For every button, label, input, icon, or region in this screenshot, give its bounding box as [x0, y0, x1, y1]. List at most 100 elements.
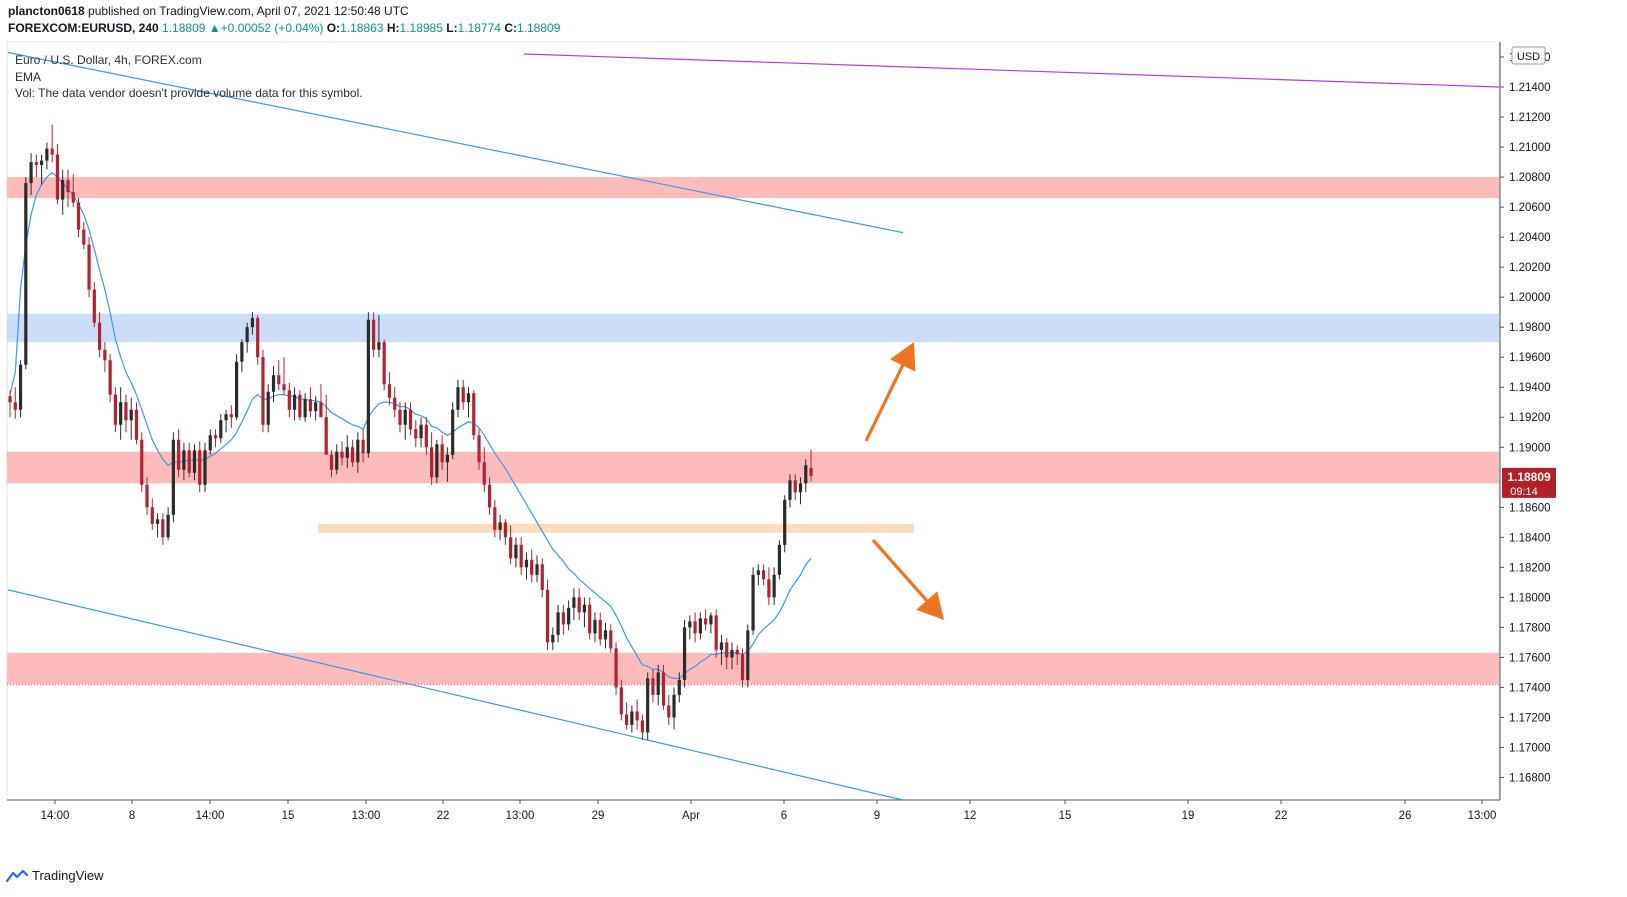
candle	[714, 609, 718, 658]
candle-body	[798, 483, 803, 493]
open-label: O:	[326, 21, 341, 35]
candle-body	[556, 612, 560, 635]
candle	[661, 664, 666, 710]
time-tick-label: Apr	[682, 810, 700, 822]
candle-body	[8, 396, 12, 403]
candle-body	[551, 634, 555, 643]
candle	[709, 612, 713, 634]
candle-body	[725, 642, 729, 658]
candle	[487, 477, 492, 515]
candle-body	[87, 244, 91, 290]
candle-body	[635, 711, 639, 721]
candle	[119, 387, 123, 440]
candle	[804, 459, 808, 493]
candle	[809, 449, 813, 482]
candle	[646, 672, 650, 740]
candle	[298, 390, 302, 421]
candle-body	[461, 387, 465, 403]
candle	[356, 432, 360, 473]
candle-body	[103, 349, 107, 361]
candle	[13, 387, 17, 419]
candle-body	[382, 342, 386, 385]
time-tick-label: 13:00	[506, 810, 535, 822]
legend-ema[interactable]: EMA	[15, 69, 42, 84]
candle-body	[150, 507, 154, 524]
candle	[451, 402, 455, 460]
tradingview-footer[interactable]: TradingView	[6, 868, 104, 883]
candle-body	[282, 384, 286, 391]
candle-body	[451, 409, 455, 455]
currency-box-frame	[1511, 46, 1546, 65]
candle	[177, 429, 181, 478]
candle	[456, 379, 460, 418]
candle	[498, 514, 502, 541]
candle-body	[171, 439, 175, 515]
time-tick-label: 12	[964, 810, 977, 822]
candle-body	[430, 447, 434, 478]
candle-body	[256, 318, 260, 358]
candle	[672, 687, 676, 730]
candle	[319, 384, 323, 418]
candle-body	[140, 439, 144, 485]
candle-body	[314, 402, 318, 412]
candle-body	[672, 694, 676, 718]
candle-body	[677, 679, 681, 695]
legend-title[interactable]: Euro / U.S. Dollar, 4h, FOREX.com	[15, 53, 202, 67]
zones	[7, 177, 1499, 685]
close-value: 1.18809	[516, 21, 561, 35]
candle-body	[361, 439, 365, 454]
lower-channel-line[interactable]	[7, 589, 904, 801]
candle-body	[24, 183, 28, 365]
brand-name: TradingView	[32, 868, 104, 883]
candle	[572, 588, 576, 620]
candle	[398, 402, 402, 433]
price-tick-label: 1.17000	[1509, 742, 1551, 754]
candle-body	[18, 364, 23, 410]
candle-body	[704, 618, 708, 625]
candle-body	[545, 589, 550, 643]
candle	[756, 564, 760, 586]
candle-body	[408, 409, 413, 430]
candle-body	[208, 435, 212, 451]
candle-body	[82, 229, 86, 245]
candle	[514, 537, 518, 568]
zone-orange	[318, 523, 914, 533]
candle-body	[161, 519, 165, 538]
candle-body	[598, 619, 602, 640]
candle	[509, 525, 513, 565]
purple-line-line[interactable]	[523, 53, 1500, 88]
price-tick-label: 1.18600	[1509, 502, 1551, 514]
zone-blue	[7, 313, 1499, 343]
candle-body	[783, 499, 787, 545]
candle-body	[292, 394, 297, 410]
tradingview-logo-icon	[6, 869, 28, 882]
time-tick-label: 29	[592, 810, 605, 822]
candle-body	[693, 621, 697, 634]
candle	[561, 604, 565, 635]
price-tick-label: 1.19800	[1509, 322, 1551, 334]
open-value: 1.18863	[340, 21, 384, 35]
currency-box[interactable]: USD	[1511, 46, 1546, 65]
candle-body	[714, 615, 718, 650]
close-label: C:	[504, 21, 517, 35]
candle	[282, 357, 286, 395]
candle-body	[535, 564, 539, 575]
time-axis: 14:00 8 14:00 15 13:00 22 13:00 29 Apr 6 9 12 15 19 22…	[41, 800, 1496, 822]
candle	[783, 495, 787, 553]
candle-body	[298, 394, 302, 418]
candle-body	[124, 402, 128, 421]
scenario-arrows	[864, 342, 944, 620]
upper-channel-line[interactable]	[7, 51, 904, 234]
legend-vol[interactable]: Vol: The data vendor doesn't provide vol…	[15, 86, 363, 100]
candle	[50, 124, 54, 163]
candle-body	[271, 375, 276, 392]
candle	[503, 519, 507, 545]
candle	[29, 153, 33, 196]
candle-body	[345, 447, 349, 458]
candle-body	[192, 450, 197, 473]
symbol-name[interactable]: FOREXCOM:EURUSD, 240	[8, 21, 159, 35]
candle-body	[166, 514, 170, 538]
candle-body	[661, 672, 666, 706]
candle-body	[335, 451, 339, 470]
